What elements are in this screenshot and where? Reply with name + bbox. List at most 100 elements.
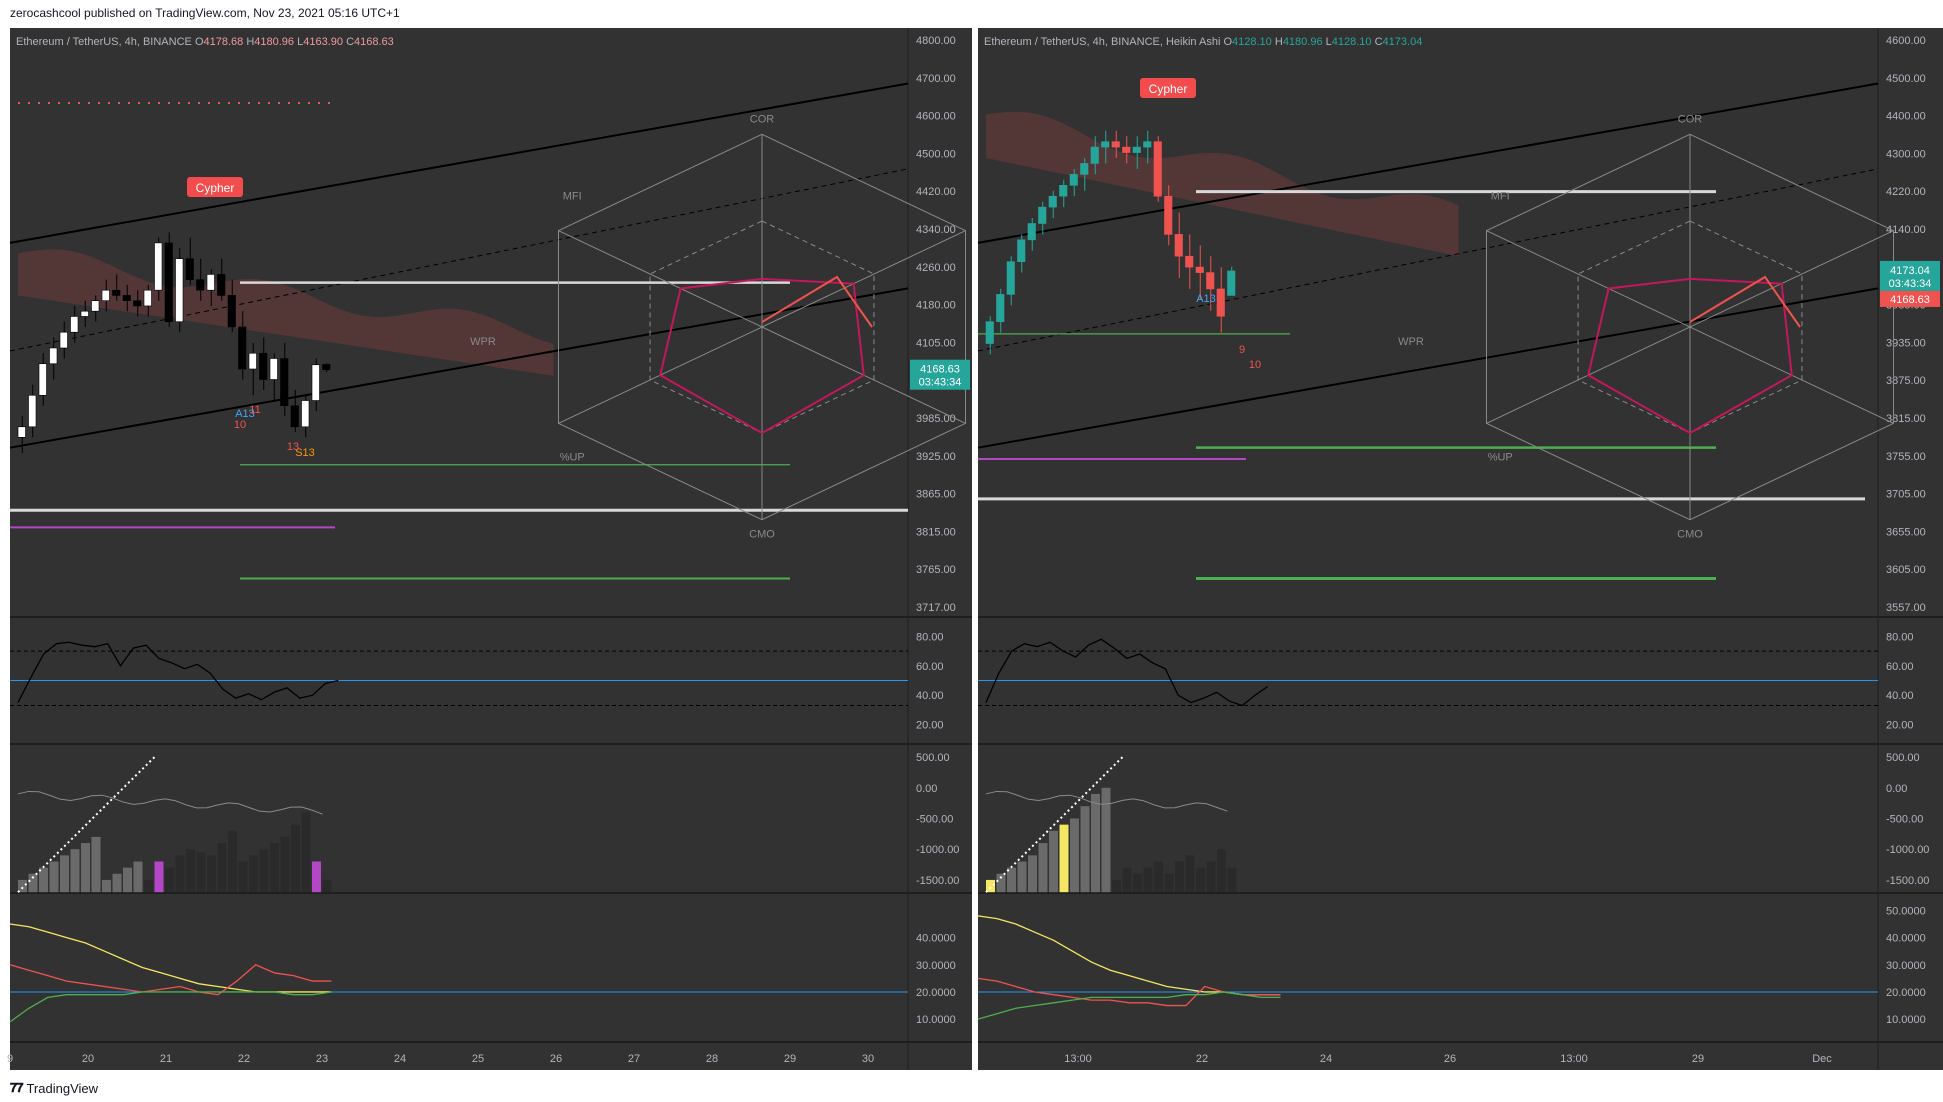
left-osc2-tick: 500.00 — [916, 752, 950, 764]
right-osc2-bar — [1206, 861, 1216, 893]
left-price-tick: 3717.00 — [916, 602, 956, 614]
left-osc3-tick: 40.0000 — [916, 933, 956, 945]
left-osc3-tick: 10.0000 — [916, 1014, 956, 1026]
left-osc1-tick: 20.00 — [916, 720, 944, 732]
right-price-tick: 4500.00 — [1886, 73, 1926, 85]
right-osc2-bar — [1164, 873, 1174, 893]
left-price-tick: 3925.00 — [916, 451, 956, 463]
left-candle-body — [290, 405, 299, 428]
publisher-line: zerocashcool published on TradingView.co… — [10, 6, 400, 20]
right-price-tick: 4300.00 — [1886, 148, 1926, 160]
right-osc2-bar — [996, 873, 1006, 893]
left-osc2-bar — [154, 861, 164, 893]
left-osc2-bar — [81, 843, 90, 893]
left-osc2-tick: -500.00 — [916, 814, 953, 826]
right-osc2-trend — [985, 756, 1124, 893]
left-osc2-bar — [49, 861, 59, 893]
right-osc3-tick: 30.0000 — [1886, 960, 1926, 972]
right-candle-body — [1038, 206, 1047, 224]
left-candle-body — [143, 289, 152, 307]
right-osc2-tick: 500.00 — [1886, 752, 1920, 764]
right-candle-body — [1006, 261, 1015, 295]
left-radar-series — [659, 277, 865, 435]
right-legend-part: L — [1326, 36, 1332, 48]
left-osc2-bar — [70, 849, 80, 893]
left-candle-body — [59, 331, 68, 349]
right-time-tick: Dec — [1812, 1053, 1832, 1065]
right-candle-body — [1101, 141, 1110, 148]
left-osc2-bar — [228, 830, 237, 893]
left-panel: 4800.00 4700.00 4600.00 4500.00 4420.00 4340.… — [7, 28, 972, 1070]
left-candle-body — [311, 364, 320, 401]
left-osc2-bar — [217, 843, 227, 893]
left-radar-series-2 — [761, 275, 873, 328]
left-price-tick: 4340.00 — [916, 224, 956, 236]
right-osc2-tick: 0.00 — [1886, 783, 1907, 795]
left-candle-body — [185, 258, 194, 280]
right-candle-body — [1080, 163, 1089, 175]
left-osc2-bar — [207, 855, 216, 893]
right-osc2-bar — [1049, 830, 1058, 893]
right-osc2-bar — [1154, 861, 1163, 893]
left-candle-body — [217, 274, 226, 296]
left-candle-body — [269, 358, 278, 380]
left-candle-body — [80, 310, 89, 317]
left-candle-body — [28, 394, 37, 428]
left-osc1-line — [17, 641, 339, 703]
left-osc2-bar — [280, 836, 290, 893]
left-candle-body — [238, 326, 247, 370]
left-cypher-tag — [187, 177, 243, 197]
left-candle-body — [49, 347, 58, 365]
left-osc3-tick: 20.0000 — [916, 987, 956, 999]
left-osc2-bar — [39, 867, 48, 893]
right-time-tick: 13:00 — [1064, 1053, 1092, 1065]
right-time-tick: 22 — [1196, 1053, 1208, 1065]
left-price-tick: 4500.00 — [916, 148, 956, 160]
left-osc2-bar — [144, 879, 153, 893]
left-osc2-tick: -1000.00 — [916, 844, 959, 856]
left-osc2-bar — [249, 855, 258, 893]
left-osc3-green — [9, 991, 332, 1023]
left-radar-label: CMO — [749, 529, 775, 541]
left-countdown: 03:43:34 — [919, 377, 962, 389]
right-osc2-bar — [1122, 867, 1132, 893]
left-time-tick: 27 — [628, 1053, 640, 1065]
left-legend-part: L — [297, 36, 303, 48]
left-ichimoku-cloud — [18, 249, 554, 376]
left-time-tick: 21 — [160, 1053, 172, 1065]
left-candle-body — [196, 279, 205, 291]
left-candle-body — [91, 300, 100, 312]
right-osc2-bar — [1175, 861, 1184, 893]
left-candle-body — [280, 358, 289, 407]
right-ichimoku-cloud — [986, 111, 1459, 257]
right-candle-body — [1048, 195, 1057, 208]
right-osc2-bar — [1133, 873, 1142, 893]
left-channel-upper — [9, 82, 909, 244]
right-cypher-tag — [1140, 78, 1196, 98]
right-time-tick: 13:00 — [1560, 1053, 1588, 1065]
left-td-label: A13 — [235, 408, 255, 420]
left-time-tick: 26 — [550, 1053, 562, 1065]
left-price-tick: 4180.00 — [916, 300, 956, 312]
left-time-tick: 22 — [238, 1053, 250, 1065]
left-legend-part: H — [246, 36, 254, 48]
left-time-tick: 25 — [472, 1053, 484, 1065]
left-legend-part: 4178.68 — [204, 36, 247, 48]
right-legend-part: 4180.96 — [1283, 36, 1326, 48]
left-legend-part: C — [346, 36, 354, 48]
left-osc3-tick: 30.0000 — [916, 960, 956, 972]
right-candle-body — [1090, 146, 1099, 164]
right-osc2-bar — [1227, 867, 1237, 893]
left-osc2-bar — [322, 879, 332, 893]
right-osc2-bar — [1080, 806, 1090, 893]
left-osc2-bar — [60, 855, 69, 893]
right-price-tick: 3755.00 — [1886, 451, 1926, 463]
right-osc2-bar — [1091, 793, 1100, 893]
left-legend-part: Ethereum / TetherUS, 4h, BINANCE — [16, 36, 195, 48]
left-price-tick: 4800.00 — [916, 35, 956, 47]
right-channel-lower — [977, 287, 1879, 449]
left-time-tick: 23 — [316, 1053, 328, 1065]
left-legend: Ethereum / TetherUS, 4h, BINANCE O4178.6… — [16, 36, 394, 48]
left-osc2-signal — [17, 790, 323, 815]
